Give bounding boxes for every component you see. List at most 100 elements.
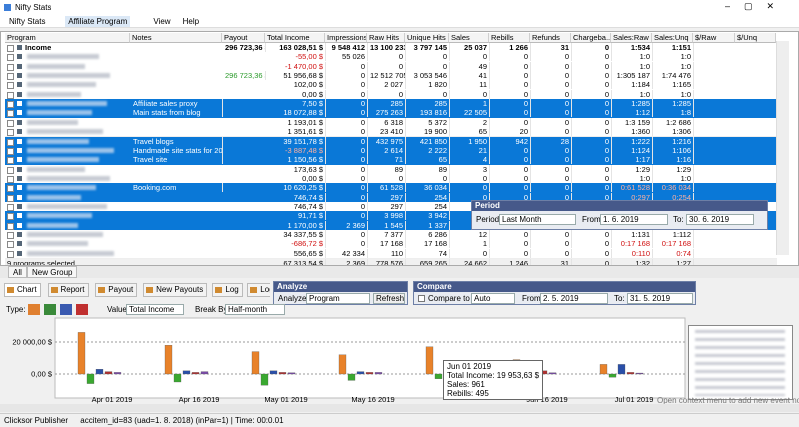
table-cell: 0 — [326, 192, 368, 202]
menu-item[interactable]: Affiliate Program — [65, 16, 131, 27]
column-header[interactable]: Impressions — [325, 33, 367, 43]
column-header[interactable]: Raw Hits — [367, 33, 405, 43]
tab[interactable]: All — [8, 266, 27, 278]
column-header[interactable]: Total Income — [265, 33, 325, 43]
column-header[interactable]: Program — [5, 33, 130, 43]
table-cell: 0 — [572, 43, 612, 52]
column-header[interactable]: Sales — [449, 33, 489, 43]
table-cell: 7,50 $ — [266, 99, 326, 109]
bar — [626, 372, 635, 375]
bar — [173, 373, 182, 383]
expand-toggle[interactable] — [7, 82, 14, 90]
table-row[interactable]: Travel blogs 39 151,78 $0 432 975 421 850 1 … — [5, 136, 777, 147]
column-header[interactable]: Sales:Unq — [652, 33, 693, 43]
expand-toggle[interactable] — [7, 241, 14, 249]
table-cell: 0 — [572, 127, 612, 137]
refresh-button[interactable]: Refresh — [373, 293, 405, 304]
expand-toggle[interactable] — [7, 110, 14, 118]
column-header[interactable]: Rebills — [489, 33, 530, 43]
expand-toggle[interactable] — [7, 185, 14, 193]
footer-row: 9 programs selected 67 313,54 $2 369 778 5… — [5, 259, 777, 265]
table-cell: 31 — [531, 259, 572, 265]
expand-toggle[interactable] — [7, 129, 14, 137]
period-select[interactable]: Last Month — [499, 214, 576, 225]
expand-toggle[interactable] — [7, 194, 14, 202]
expand-toggle[interactable] — [7, 138, 14, 146]
column-header[interactable]: Refunds — [530, 33, 571, 43]
expand-toggle[interactable] — [7, 175, 14, 183]
plot-area — [54, 317, 686, 399]
checkbox[interactable] — [418, 295, 425, 302]
date-from[interactable]: 2. 5. 2019 — [540, 293, 608, 304]
view-tab[interactable]: Log — [212, 283, 243, 297]
column-header[interactable]: $/Raw — [693, 33, 735, 43]
tooltip-title: Jun 01 2019 — [447, 362, 492, 371]
h-scrollbar[interactable] — [0, 404, 799, 412]
table-cell: 0 — [490, 145, 531, 155]
date-to[interactable]: 31. 5. 2019 — [627, 293, 693, 304]
table-cell: 1:3 159 — [612, 117, 653, 127]
expand-toggle[interactable] — [7, 222, 14, 230]
table-cell: 254 — [406, 192, 450, 202]
break-select[interactable]: Half-month — [225, 304, 285, 315]
expand-toggle[interactable] — [7, 73, 14, 81]
menu-item[interactable]: View — [153, 17, 171, 26]
view-tab[interactable]: Report — [47, 283, 89, 297]
column-header[interactable]: Unique Hits — [405, 33, 449, 43]
table-cell: 28 — [531, 136, 572, 146]
column-header[interactable]: $/Unq — [735, 33, 776, 43]
bar — [374, 372, 383, 375]
row-icon — [17, 157, 22, 163]
view-tab[interactable]: New Payouts — [143, 283, 208, 297]
expand-toggle[interactable] — [7, 213, 14, 221]
analyze-select[interactable]: Program — [306, 293, 370, 304]
compare-select[interactable]: Auto — [471, 293, 515, 304]
view-tab[interactable]: Payout — [95, 283, 138, 297]
bar — [356, 371, 365, 375]
expand-toggle[interactable] — [7, 203, 14, 211]
expand-toggle[interactable] — [7, 157, 14, 165]
window-controls[interactable]: –▢✕ — [725, 1, 789, 11]
row-icon — [17, 82, 22, 88]
expand-toggle[interactable] — [7, 147, 14, 155]
bar — [191, 372, 200, 375]
type-buttons[interactable] — [28, 304, 88, 315]
menu-item[interactable]: Help — [182, 17, 200, 26]
column-header[interactable]: Payout — [222, 33, 265, 43]
column-header[interactable]: Sales:Raw — [611, 33, 652, 43]
x-tick-label: Apr 01 2019 — [92, 395, 133, 404]
expand-toggle[interactable] — [7, 101, 14, 109]
table-cell: 0 — [326, 108, 368, 118]
expand-toggle[interactable] — [7, 91, 14, 99]
tab[interactable]: New Group — [27, 266, 78, 278]
menu-item[interactable]: Nifty Stats — [9, 17, 46, 26]
date-to[interactable]: 30. 6. 2019 — [686, 214, 754, 225]
column-header[interactable]: Chargeba... — [571, 33, 611, 43]
menu-bar: Nifty Stats Affiliate Program View Help — [0, 15, 799, 28]
program-name-blurred — [27, 203, 107, 209]
table-cell: 0 — [531, 192, 572, 202]
value-select[interactable]: Total Income — [126, 304, 184, 315]
note: Travel blogs — [131, 136, 223, 146]
expand-toggle[interactable] — [7, 45, 14, 52]
status-left: Clicksor Publisher — [4, 416, 69, 425]
table-cell: 0:297 — [612, 192, 653, 202]
scrollbar[interactable] — [776, 41, 789, 255]
table-cell: 0 — [490, 52, 531, 62]
view-tab[interactable]: Chart — [4, 283, 41, 297]
column-header[interactable]: Notes — [130, 33, 222, 43]
expand-toggle[interactable] — [7, 250, 14, 258]
expand-toggle[interactable] — [7, 166, 14, 174]
expand-toggle[interactable] — [7, 232, 14, 239]
date-from[interactable]: 1. 6. 2019 — [600, 214, 668, 225]
table-row[interactable]: 556,65 $42 334 110 74 0 0 0 0 0:110 0:74 — [5, 248, 777, 260]
table-cell: 0:74 — [653, 248, 694, 258]
table-cell: 1:360 — [612, 127, 653, 137]
expand-toggle[interactable] — [7, 54, 14, 62]
table-cell: 9 548 412 — [326, 43, 368, 52]
table-cell: 1:131 — [612, 230, 653, 239]
expand-toggle[interactable] — [7, 119, 14, 127]
view-tab[interactable]: Log — [247, 283, 270, 297]
table-cell: 0 — [572, 52, 612, 62]
expand-toggle[interactable] — [7, 63, 14, 71]
